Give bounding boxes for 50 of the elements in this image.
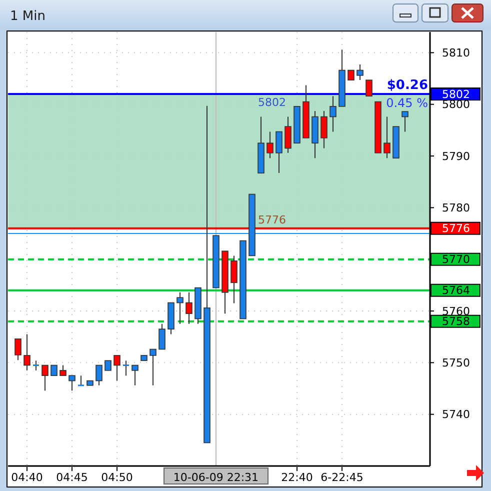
ref-line-label: 5770 <box>442 253 470 266</box>
annotation: 0.45 % <box>386 96 428 110</box>
x-tick-label: 6-22:45 <box>320 471 364 484</box>
candlestick <box>132 364 138 386</box>
candlestick <box>96 364 102 386</box>
x-tick-label: 22:40 <box>281 471 313 484</box>
candlestick <box>176 292 184 324</box>
candlestick <box>186 292 192 324</box>
candlestick <box>356 64 364 81</box>
candlestick <box>384 116 390 159</box>
candlestick <box>266 131 274 159</box>
candlestick <box>24 334 30 371</box>
x-tick-label: 04:45 <box>56 471 88 484</box>
candlestick <box>348 70 354 80</box>
candlestick <box>14 338 22 361</box>
ref-line-label: 5802 <box>442 88 470 101</box>
candlestick <box>122 360 130 376</box>
x-tick-label: 10-06-09 22:31 <box>173 471 259 484</box>
chart-title: 1 Min <box>10 9 46 24</box>
x-tick-label: 04:50 <box>101 471 133 484</box>
ref-line-label: 5758 <box>442 315 470 328</box>
candlestick <box>50 364 58 376</box>
y-tick-label: 5740 <box>442 408 470 422</box>
candlestick <box>150 348 156 386</box>
candlestick <box>330 96 336 132</box>
annotation: $0.26 <box>386 78 428 93</box>
y-tick-label: 5790 <box>442 150 470 163</box>
y-tick-label: 5750 <box>442 356 470 370</box>
y-tick-label: 5760 <box>442 304 470 318</box>
candlestick <box>320 110 328 149</box>
y-tick-label: 5780 <box>442 202 470 215</box>
candlestick <box>32 360 40 371</box>
candlestick <box>77 375 85 386</box>
candlestick <box>402 111 408 132</box>
candlestick <box>284 116 292 154</box>
ref-line-label: 5764 <box>442 284 470 298</box>
candlestick <box>114 354 120 382</box>
candlestick <box>42 364 48 392</box>
candlestick <box>104 360 112 371</box>
candlestick <box>366 80 372 96</box>
candlestick <box>230 255 238 304</box>
annotation: 5802 <box>258 96 286 109</box>
x-tick-label: 04:40 <box>11 471 43 484</box>
candlestick <box>276 131 282 174</box>
candlestick <box>60 364 66 376</box>
candlestick <box>158 323 166 350</box>
y-tick-label: 5810 <box>442 46 470 60</box>
candlestick <box>68 375 76 392</box>
annotation: 5776 <box>258 213 286 226</box>
ref-line-label: 5776 <box>442 222 470 236</box>
